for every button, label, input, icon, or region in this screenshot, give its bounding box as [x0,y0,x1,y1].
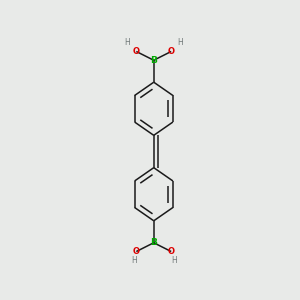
Text: B: B [150,238,157,247]
Text: H: H [171,256,177,265]
Text: B: B [150,56,157,65]
Text: O: O [133,47,140,56]
Text: H: H [131,256,137,265]
Text: H: H [124,38,130,47]
Text: H: H [177,38,183,47]
Text: O: O [168,247,175,256]
Text: O: O [168,47,175,56]
Text: O: O [133,247,140,256]
